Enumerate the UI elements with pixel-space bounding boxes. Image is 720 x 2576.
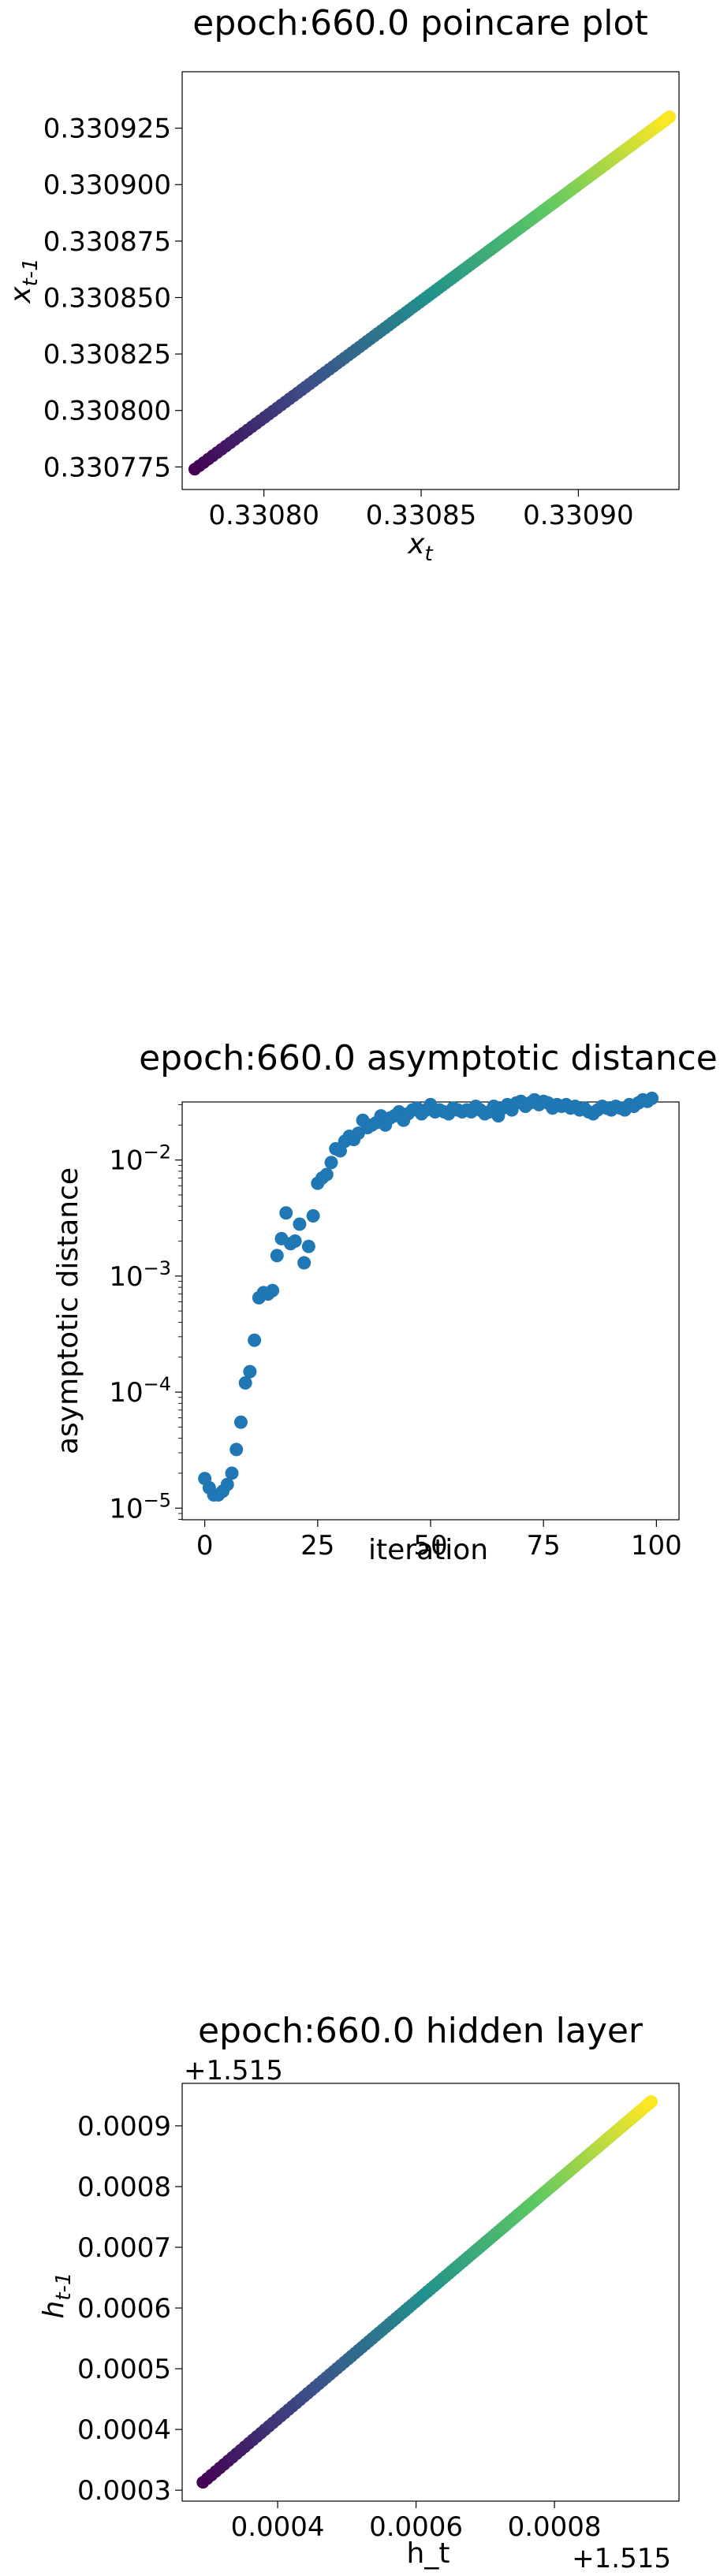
- poincare-title: epoch:660.0 poincare plot: [192, 3, 647, 43]
- x-tick-label: 100: [631, 1530, 682, 1562]
- y-tick-label: 0.330775: [43, 452, 171, 483]
- asymptotic-plot-frame: [181, 1101, 680, 1521]
- poincare-y-label-sub: t-1: [19, 258, 43, 286]
- data-point: [229, 1442, 244, 1457]
- hidden-layer-y-ticks: 0.0003 0.0004 0.0005 0.0006 0.0007 0.0008 0.00…: [77, 2111, 182, 2507]
- y-tick-label: 0.0004: [77, 2414, 171, 2446]
- hidden-layer-points: [196, 2095, 658, 2489]
- poincare-x-label-main: x: [407, 528, 425, 560]
- data-point: [248, 1333, 262, 1347]
- data-point: [243, 1364, 257, 1379]
- hidden-layer-title: epoch:660.0 hidden layer: [198, 2011, 644, 2051]
- hidden-layer-x-ticks: 0.0004 0.0006 0.0008: [231, 2501, 602, 2543]
- y-tick-label: 0.330925: [43, 114, 171, 145]
- y-tick-label: 0.0008: [77, 2172, 171, 2203]
- asymptotic-title: epoch:660.0 asymptotic distance: [139, 1038, 718, 1078]
- poincare-x-ticks: 0.33080 0.33085 0.33090: [208, 490, 634, 531]
- asymptotic-y-ticks: 10−5 10−4 10−3 10−2: [109, 1104, 182, 1524]
- y-tick-label: 0.0003: [77, 2475, 171, 2507]
- data-point: [319, 1167, 334, 1182]
- data-point: [233, 1415, 248, 1429]
- poincare-x-label-sub: t: [425, 542, 434, 566]
- data-point: [270, 1249, 284, 1263]
- hidden-layer-x-label: h_t: [407, 2537, 450, 2570]
- y-tick-label: 10−5: [109, 1489, 171, 1524]
- hidden-layer-chart: epoch:660.0 hidden layer +1.515 0.00030.…: [38, 2011, 680, 2574]
- asymptotic-x-ticks: 0 25 50 75 100: [196, 1520, 682, 1562]
- data-point: [225, 1466, 239, 1480]
- hidden-layer-y-offset: +1.515: [184, 2055, 283, 2086]
- x-tick-label: 0.0004: [231, 2511, 325, 2543]
- data-point: [293, 1217, 307, 1231]
- asymptotic-x-label: iteration: [368, 1534, 488, 1566]
- y-tick-label: 0.330900: [43, 169, 171, 201]
- y-tick-label: 10−3: [109, 1257, 171, 1293]
- data-point: [266, 1283, 280, 1297]
- y-tick-label: 10−4: [109, 1373, 171, 1409]
- data-point: [238, 1375, 252, 1390]
- y-tick-label: 0.330800: [43, 396, 171, 427]
- asymptotic-y-label: asymptotic distance: [52, 1167, 84, 1454]
- poincare-y-ticks: 0.330775 0.330800 0.330825 0.330850 0.330875…: [43, 114, 182, 483]
- poincare-y-label: xt-1: [5, 258, 43, 303]
- data-point: [297, 1256, 312, 1270]
- x-tick-label: 0.0008: [508, 2511, 602, 2543]
- poincare-x-label: xt: [407, 528, 433, 566]
- data-point: [324, 1156, 338, 1170]
- data-point: [301, 1239, 315, 1253]
- x-tick-label: 0.33090: [523, 500, 634, 531]
- data-point: [645, 1091, 659, 1105]
- y-tick-label: 0.330825: [43, 339, 171, 370]
- poincare-points: [188, 110, 677, 476]
- asymptotic-points: [198, 1091, 659, 1502]
- hidden-layer-y-label-sub: t-1: [52, 2273, 76, 2301]
- y-tick-label: 0.0009: [77, 2111, 171, 2142]
- y-tick-label: 0.0006: [77, 2293, 171, 2325]
- hidden-layer-y-label: ht-1: [38, 2273, 76, 2319]
- y-tick-label: 0.330875: [43, 226, 171, 258]
- data-point: [644, 2095, 658, 2109]
- x-tick-label: 0: [196, 1530, 214, 1562]
- y-tick-label: 0.0007: [77, 2232, 171, 2264]
- poincare-chart: epoch:660.0 poincare plot 0.330775 0.3308…: [5, 3, 680, 566]
- data-point: [663, 110, 677, 124]
- hidden-layer-plot-frame: [181, 2083, 680, 2502]
- poincare-y-label-main: x: [5, 286, 37, 304]
- y-tick-label: 0.0005: [77, 2354, 171, 2385]
- data-point: [279, 1206, 293, 1220]
- y-tick-label: 0.330850: [43, 282, 171, 314]
- x-tick-label: 0.0006: [369, 2511, 463, 2543]
- poincare-plot-frame: [181, 71, 680, 490]
- hidden-layer-y-label-main: h: [38, 2301, 70, 2319]
- data-point: [220, 1477, 234, 1491]
- x-tick-label: 75: [527, 1530, 561, 1562]
- y-tick-label: 10−2: [109, 1141, 171, 1177]
- data-point: [306, 1208, 320, 1223]
- asymptotic-chart: epoch:660.0 asymptotic distance 10−5 10−4…: [52, 1038, 718, 1566]
- x-tick-label: 25: [300, 1530, 334, 1562]
- data-point: [288, 1234, 302, 1249]
- x-tick-label: 0.33080: [208, 500, 319, 531]
- x-tick-label: 0.33085: [366, 500, 477, 531]
- x-tick-label: 50: [413, 1530, 447, 1562]
- hidden-layer-x-offset: +1.515: [572, 2543, 671, 2574]
